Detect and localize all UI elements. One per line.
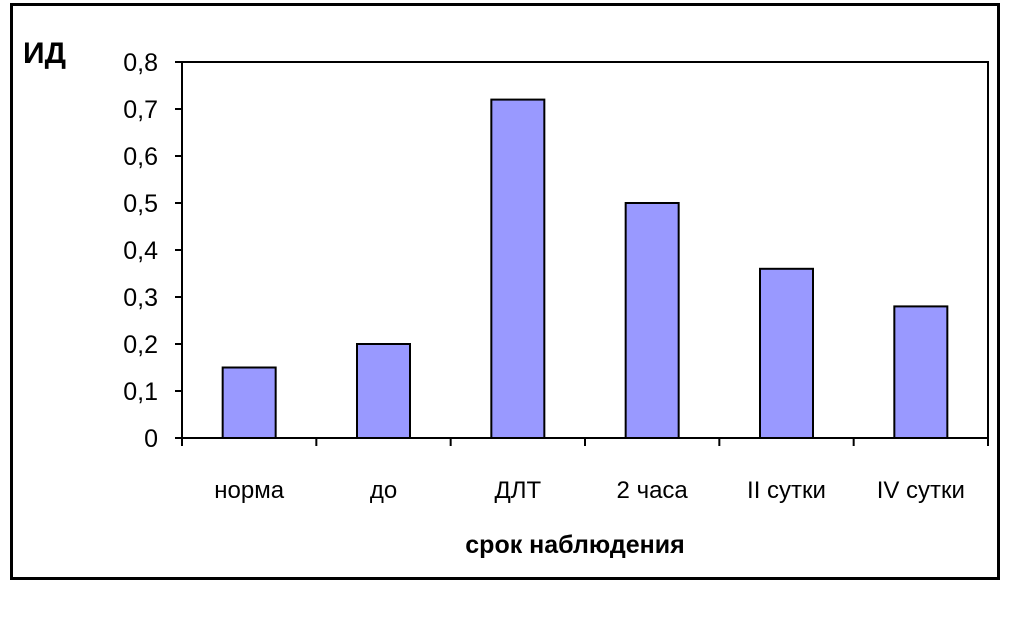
y-tick-label: 0,8 bbox=[123, 49, 158, 77]
x-category-label: до bbox=[370, 477, 397, 504]
y-tick-label: 0,7 bbox=[123, 96, 158, 124]
y-tick-label: 0,2 bbox=[123, 331, 158, 359]
x-category-label: норма bbox=[214, 477, 284, 504]
y-tick-label: 0,4 bbox=[123, 237, 158, 265]
y-tick-label: 0 bbox=[144, 425, 158, 453]
y-tick-label: 0,3 bbox=[123, 284, 158, 312]
y-tick-label: 0,1 bbox=[123, 378, 158, 406]
y-tick-label: 0,6 bbox=[123, 143, 158, 171]
x-category-label: ДЛТ bbox=[494, 477, 541, 504]
y-tick-label: 0,5 bbox=[123, 190, 158, 218]
plot-border bbox=[181, 61, 989, 439]
y-axis-title: ИД bbox=[23, 37, 66, 70]
bar-2 bbox=[356, 343, 411, 439]
x-axis-title: срок наблюдения bbox=[465, 531, 684, 559]
bar-1 bbox=[221, 366, 277, 439]
x-category-label: IV сутки bbox=[877, 477, 965, 504]
x-category-label: 2 часа bbox=[617, 477, 689, 504]
bar-6 bbox=[893, 305, 949, 439]
bar-5 bbox=[759, 267, 814, 439]
bar-4 bbox=[624, 202, 680, 439]
plot-area: 0 0,1 0,2 0,3 0,4 0,5 0,6 0,7 0,8 норма до ДЛТ 2 час… bbox=[123, 49, 989, 504]
x-category-label: II сутки bbox=[747, 477, 826, 504]
bar-3 bbox=[490, 98, 546, 439]
